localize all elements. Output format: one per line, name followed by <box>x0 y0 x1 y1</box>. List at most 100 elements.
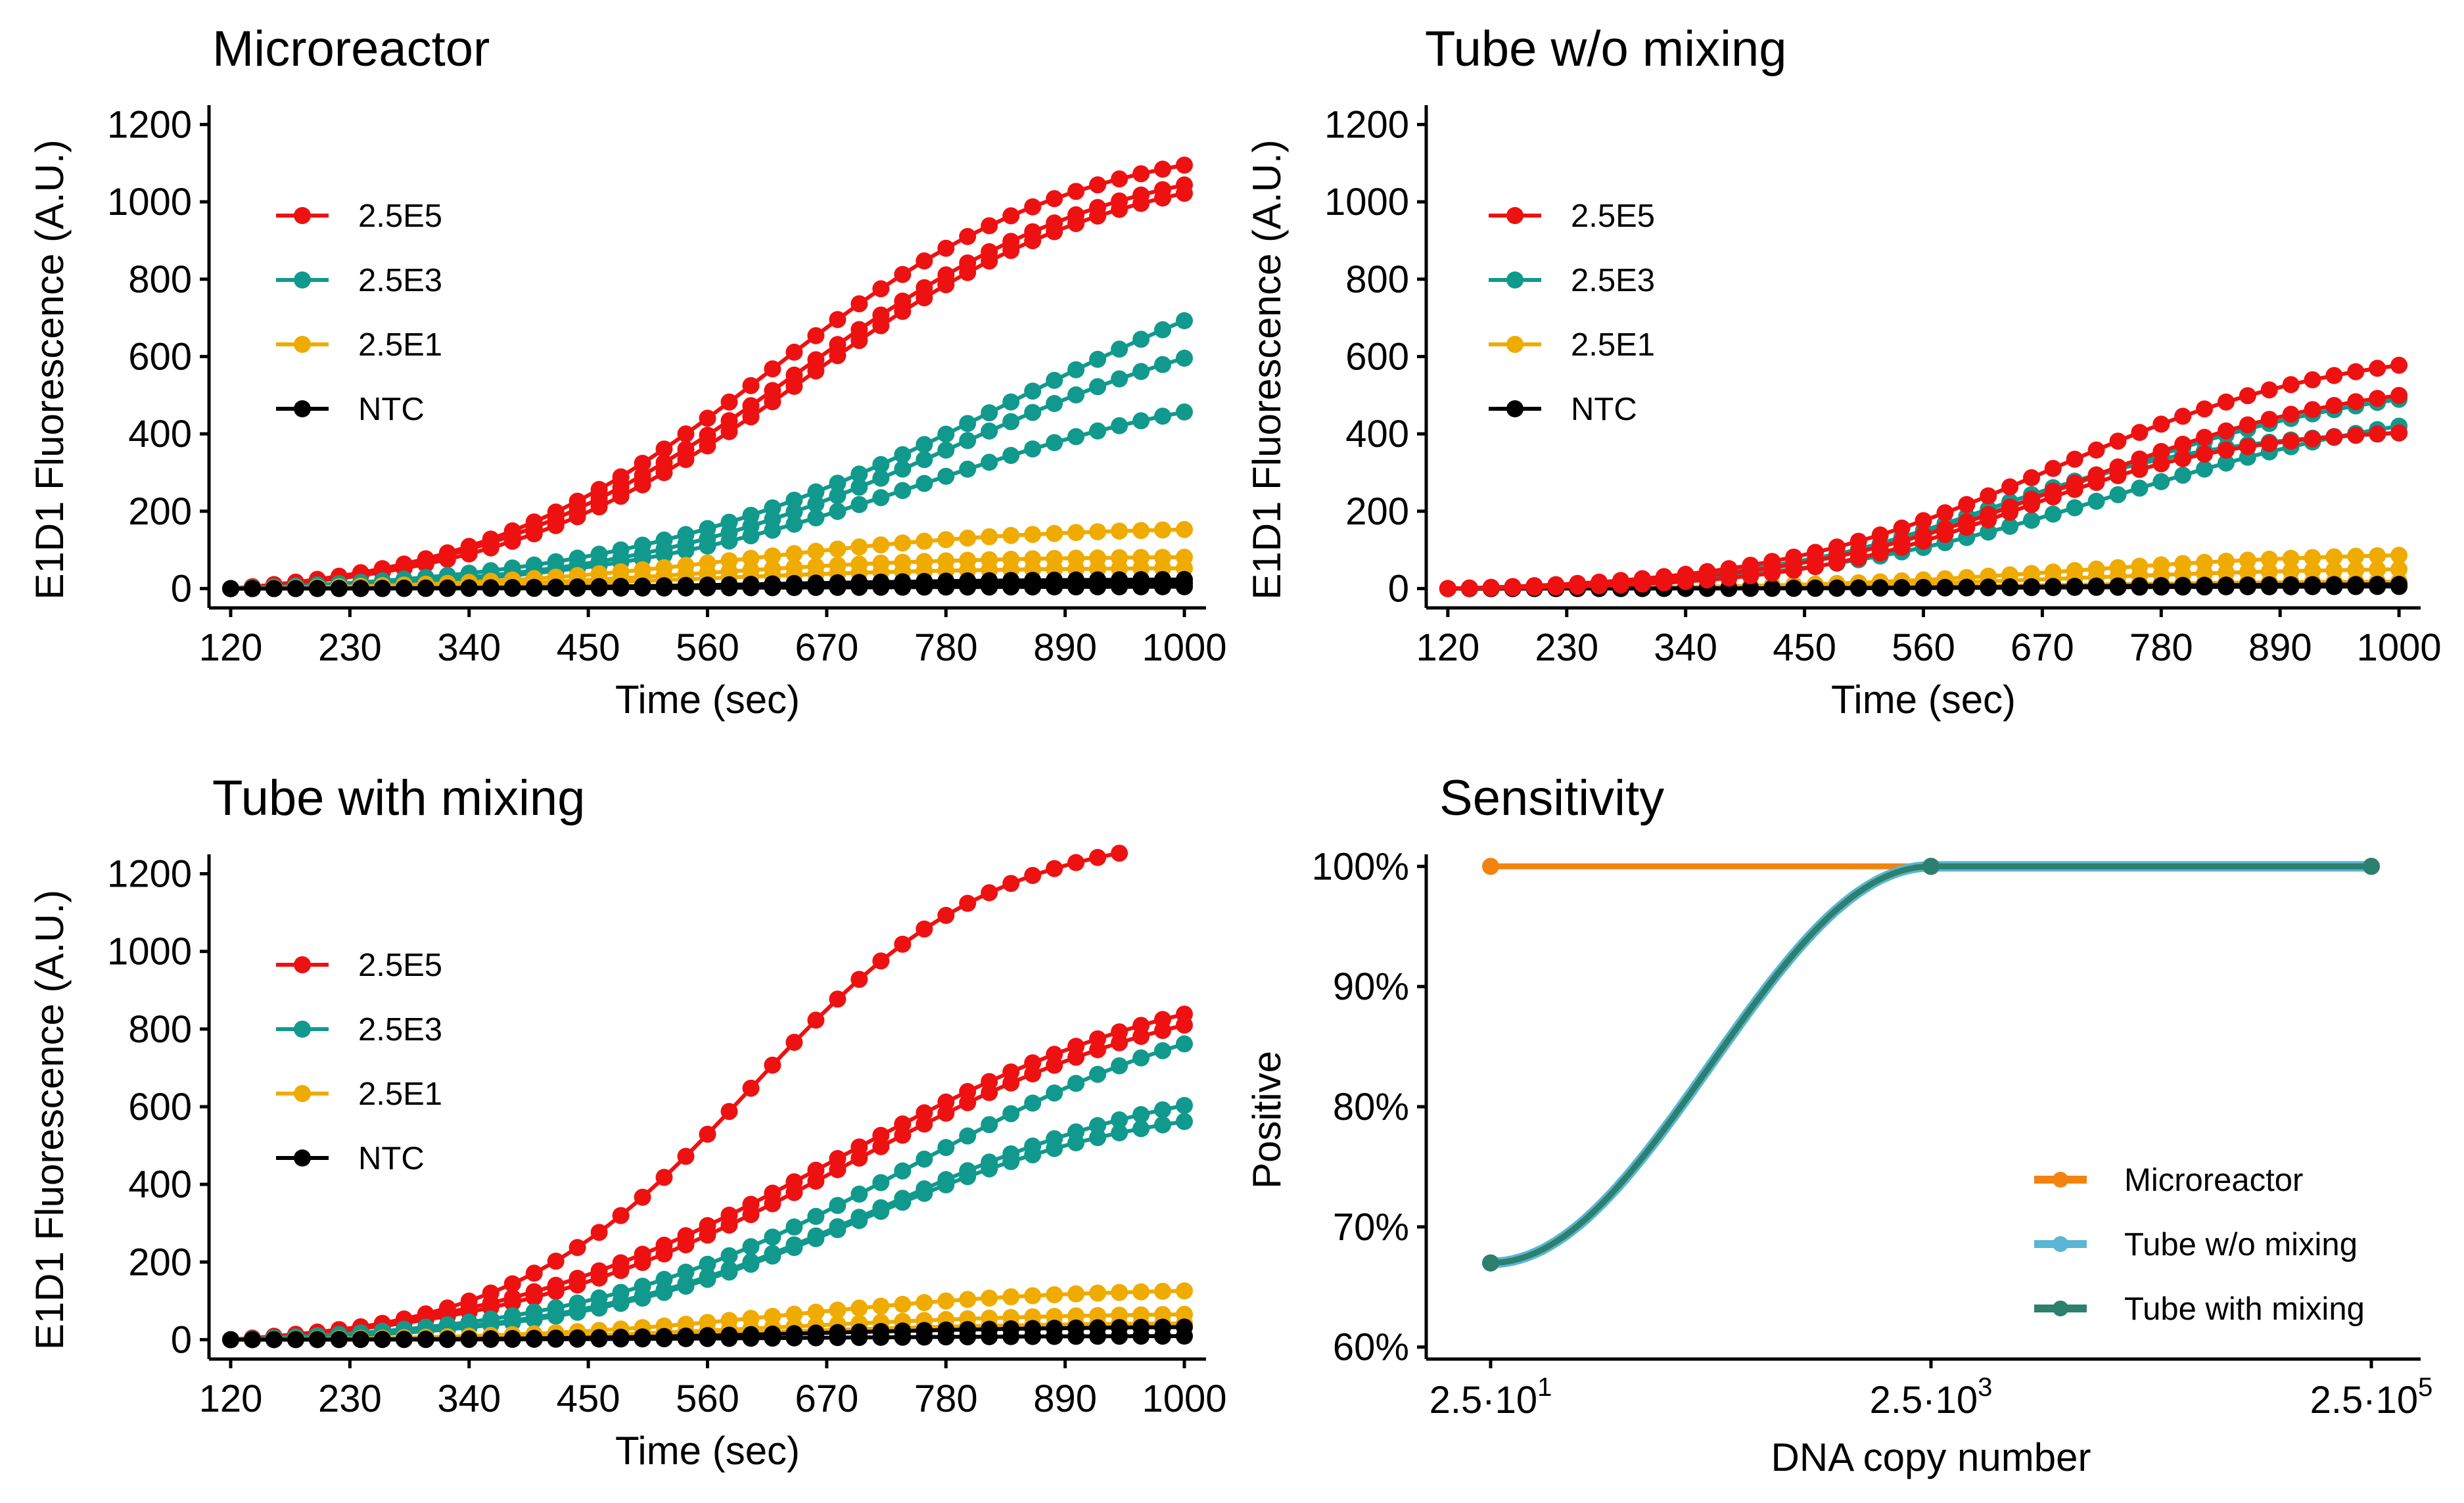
data-point <box>460 580 478 597</box>
data-point <box>1742 567 1759 585</box>
data-point <box>872 1297 890 1315</box>
data-point <box>916 1150 933 1168</box>
x-tick-label: 780 <box>2129 626 2193 669</box>
data-point <box>1176 1016 1193 1034</box>
data-point <box>1002 393 1020 411</box>
series-2.5E5 <box>222 185 1193 597</box>
legend: 2.5E5 2.5E3 2.5E1 NTC <box>1489 198 1655 427</box>
data-point <box>1633 575 1651 593</box>
data-point <box>1002 207 1020 225</box>
data-point <box>872 455 890 473</box>
data-point <box>1024 1328 1042 1345</box>
data-point <box>829 474 847 492</box>
data-point <box>677 1278 695 1295</box>
y-tick-label: 90% <box>1333 965 1409 1008</box>
data-point <box>916 1328 933 1346</box>
data-point <box>2152 443 2170 460</box>
data-point <box>525 1330 543 1348</box>
data-point <box>764 579 781 597</box>
data-point <box>2066 480 2083 498</box>
data-point <box>850 295 868 313</box>
data-point <box>807 1172 825 1190</box>
legend-label: 2.5E3 <box>358 263 442 298</box>
y-tick-label: 400 <box>128 413 192 455</box>
data-point <box>1612 576 1629 593</box>
data-point <box>460 1331 478 1349</box>
data-point <box>937 425 955 443</box>
data-point <box>373 1331 391 1349</box>
data-point <box>2174 578 2192 596</box>
data-point <box>916 289 933 307</box>
data-point <box>1176 156 1193 174</box>
x-tick-label: 230 <box>1535 626 1598 669</box>
series-line <box>230 1023 1185 1342</box>
data-point <box>916 436 933 453</box>
data-point <box>569 508 586 526</box>
data-point <box>850 1149 868 1167</box>
data-point <box>1936 504 1954 522</box>
data-point <box>1002 526 1020 544</box>
panel-1: Tube w/o mixing 0 200 400 600 800 1000 1200 120 2… <box>1245 21 2442 722</box>
data-point <box>1111 340 1128 358</box>
x-axis-label: Time (sec) <box>1831 678 2016 722</box>
series-NTC <box>222 1328 1193 1349</box>
data-point <box>352 580 369 597</box>
x-tick-base: 2.5·10 <box>1430 1379 1537 1422</box>
data-point <box>785 579 803 596</box>
x-tick-label: 890 <box>1033 626 1097 669</box>
data-point <box>1176 1113 1193 1130</box>
data-point <box>2023 511 2040 529</box>
data-point <box>829 990 847 1008</box>
x-tick-label: 780 <box>914 626 978 669</box>
data-point <box>1111 522 1128 540</box>
legend-key-point <box>1506 400 1523 417</box>
data-point <box>1111 1328 1128 1345</box>
data-point <box>1046 1140 1063 1157</box>
data-point <box>2174 467 2192 484</box>
y-tick-label: 1200 <box>1324 103 1409 146</box>
data-point <box>1504 579 1522 597</box>
data-point <box>850 332 868 350</box>
data-point <box>525 1289 543 1306</box>
data-point <box>1067 578 1085 595</box>
data-point <box>1980 511 1997 529</box>
data-point <box>720 1247 738 1264</box>
data-point <box>937 578 955 596</box>
data-point <box>894 482 912 499</box>
data-point <box>1111 1111 1128 1128</box>
data-point <box>1067 215 1085 233</box>
legend-label: Tube w/o mixing <box>2124 1227 2358 1262</box>
x-tick-label: 120 <box>199 1377 263 1420</box>
data-point <box>2087 474 2105 491</box>
x-tick-label: 340 <box>437 1377 501 1420</box>
data-point <box>1677 572 1694 590</box>
y-tick-label: 1000 <box>1324 181 1409 223</box>
data-point <box>807 327 825 344</box>
data-point <box>287 580 304 597</box>
series-line <box>230 1012 1185 1342</box>
data-point <box>547 1330 565 1348</box>
data-point <box>1893 519 1911 537</box>
data-point <box>2109 467 2127 484</box>
data-point <box>2001 579 2019 597</box>
data-point <box>2023 469 2040 486</box>
data-point <box>937 441 955 459</box>
series-NTC <box>222 578 1193 597</box>
x-tick-exponent: 1 <box>1537 1373 1552 1402</box>
x-tick-label: 670 <box>795 626 858 669</box>
data-point <box>1154 578 1171 595</box>
data-point <box>872 317 890 335</box>
data-point <box>1089 1041 1107 1059</box>
data-point <box>2196 578 2214 596</box>
data-point <box>2087 578 2105 596</box>
data-point <box>1002 242 1020 260</box>
data-point <box>699 1226 716 1244</box>
data-point <box>677 1147 695 1165</box>
data-point <box>1828 554 1846 572</box>
series-line <box>1485 861 2377 1268</box>
data-point <box>438 551 456 568</box>
data-point <box>634 476 651 494</box>
data-point <box>785 1305 803 1323</box>
data-point <box>850 578 868 596</box>
y-tick-label: 0 <box>171 568 192 611</box>
